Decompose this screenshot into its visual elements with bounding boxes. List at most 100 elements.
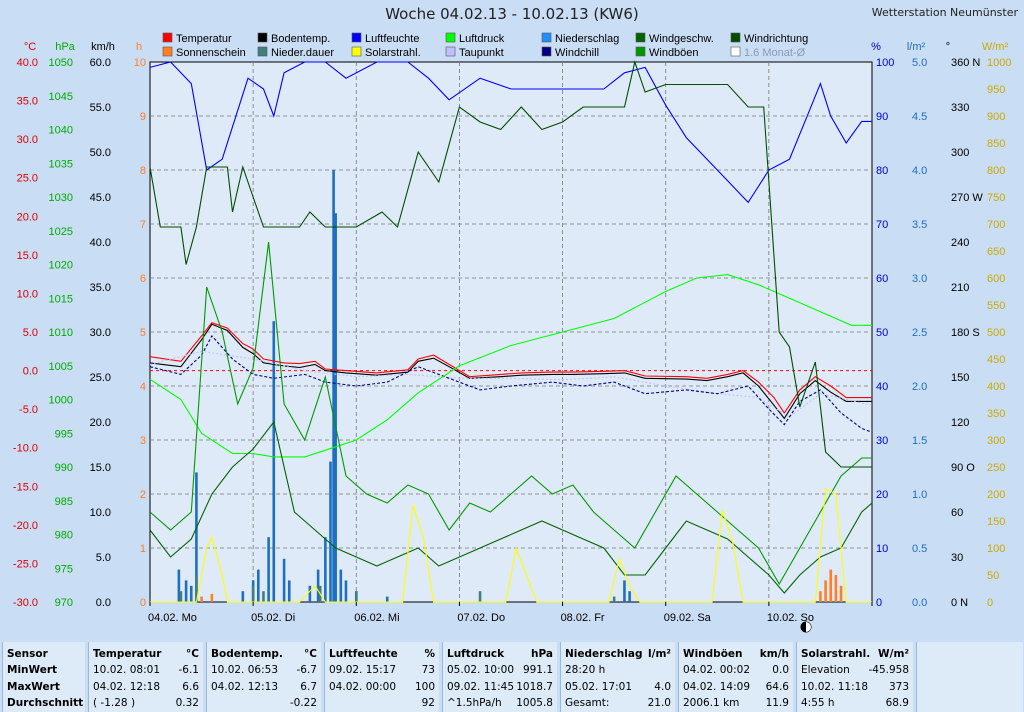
- legend-label: Windböen: [649, 47, 699, 59]
- x-axis-day-label: 09.02. Sa: [664, 612, 712, 624]
- axis-hum-tick: 60: [876, 273, 888, 285]
- axis-temp-tick: 40.0: [17, 57, 38, 69]
- x-axis-day-label: 08.02. Fr: [561, 612, 605, 624]
- axis-hum-tick: 50: [876, 327, 888, 339]
- stats-max-time: 04.02. 12:13: [211, 681, 278, 693]
- axis-press-tick: 1010: [49, 327, 73, 339]
- axis-solar-tick: 900: [987, 111, 1005, 123]
- stats-col-luftdruck: Luftdruck hPa 05.02. 10:00 991.1 09.02. 11…: [442, 642, 557, 712]
- axis-dir-tick: 360 N: [951, 57, 980, 69]
- axis-dir-tick: 120: [951, 417, 969, 429]
- axis-dir-tick: 30: [951, 552, 963, 564]
- axis-temp-tick: 20.0: [17, 211, 38, 223]
- stats-total-value: 21.0: [647, 697, 671, 709]
- axis-rain-tick: 0.0: [912, 597, 927, 609]
- x-axis-day-label: 05.02. Di: [251, 612, 295, 624]
- bar-niederschlag: [189, 585, 193, 602]
- weather-chart: 40.035.030.025.020.015.010.05.00.0-5.0-1…: [13, 32, 1011, 633]
- legend-swatch: [635, 46, 646, 57]
- stats-max-value: 373: [888, 681, 909, 693]
- bar-niederdauer: [179, 591, 183, 602]
- axis-solar-tick: 50: [987, 570, 999, 582]
- stats-avg-value: 0.32: [175, 697, 199, 709]
- stats-max-time: 09.02. 11:45: [447, 681, 514, 693]
- series-luftfeuchte: [149, 61, 872, 204]
- bar-sonnenschein: [210, 593, 214, 602]
- legend-swatch: [730, 46, 741, 57]
- stats-avg-value: 1005.8: [516, 697, 553, 709]
- axis-dir-tick: 240: [951, 237, 969, 249]
- axis-press-tick: 980: [55, 530, 73, 542]
- page-title: Woche 04.02.13 - 10.02.13 (KW6): [385, 5, 639, 23]
- series-luftdruck: [149, 274, 872, 458]
- axis-hum-tick: 0: [876, 597, 882, 609]
- legend-swatch: [162, 46, 173, 57]
- axis-wind-tick: 60.0: [90, 57, 111, 69]
- axis-solar-tick: 100: [987, 543, 1005, 555]
- axis-solar-tick: 550: [987, 300, 1005, 312]
- axis-hum-tick: 40: [876, 381, 888, 393]
- stats-label-max: MaxWert: [7, 681, 60, 693]
- bar-niederdauer: [251, 585, 255, 602]
- stats-avg-note: ( -1.28 ): [93, 697, 136, 709]
- bar-sonnenschein: [824, 580, 827, 602]
- x-axis-day-label: 07.02. Do: [457, 612, 505, 624]
- stats-rowlabels: Sensor MinWert MaxWert Durchschnitt: [2, 642, 85, 712]
- stats-head: Temperatur: [93, 648, 162, 660]
- series-windben: [149, 241, 872, 586]
- stats-avg-value: 68.9: [885, 697, 909, 709]
- axis-wind-tick: 55.0: [90, 102, 111, 114]
- legend-swatch: [635, 32, 646, 43]
- legend-swatch: [730, 32, 741, 43]
- axis-hum-unit: %: [871, 41, 881, 53]
- axis-solar-tick: 0: [987, 597, 993, 609]
- stats-col-temperatur: Temperatur °C 10.02. 08:01 -6.1 04.02. 12:…: [88, 642, 203, 712]
- stats-total-label: Gesamt:: [565, 697, 610, 709]
- legend-label: Niederschlag: [555, 33, 619, 45]
- x-axis-day-label: 04.02. Mo: [148, 612, 197, 624]
- axis-rain-tick: 4.0: [912, 165, 927, 177]
- axis-temp-tick: 10.0: [17, 288, 38, 300]
- bar-niederdauer: [612, 596, 616, 602]
- axis-solar-tick: 650: [987, 246, 1005, 258]
- axis-solar-tick: 200: [987, 489, 1005, 501]
- bar-niederschlag: [282, 558, 286, 602]
- axis-temp-tick: -15.0: [13, 481, 38, 493]
- stats-min-value: -6.7: [296, 664, 318, 676]
- axis-solar-tick: 800: [987, 165, 1005, 177]
- stats-min-time: 04.02. 00:02: [683, 664, 750, 676]
- bar-niederschlag: [334, 213, 337, 602]
- stats-min-value: -6.1: [178, 664, 200, 676]
- axis-press-tick: 975: [55, 563, 73, 575]
- legend-label: Taupunkt: [459, 47, 504, 59]
- bar-niederschlag: [184, 580, 188, 602]
- legend-label: Nieder.dauer: [271, 47, 334, 59]
- axis-hours-tick: 7: [140, 219, 146, 231]
- axis-solar-tick: 250: [987, 462, 1005, 474]
- axis-temp-unit: °C: [24, 41, 36, 53]
- legend-label: Windrichtung: [744, 33, 808, 45]
- axis-wind-tick: 0.0: [96, 597, 111, 609]
- axis-solar-tick: 500: [987, 327, 1005, 339]
- stats-min-time: 09.02. 15:17: [329, 664, 396, 676]
- legend-swatch: [445, 46, 456, 57]
- bar-niederschlag: [287, 580, 291, 602]
- axis-rain-tick: 2.5: [912, 327, 927, 339]
- stats-col-bodentemp: Bodentemp. °C 10.02. 06:53 -6.7 04.02. 12:…: [206, 642, 321, 712]
- stats-max-value: 100: [414, 681, 435, 693]
- axis-solar-tick: 700: [987, 219, 1005, 231]
- bar-niederschlag: [324, 537, 327, 602]
- stats-max-time: 05.02. 17:01: [565, 681, 632, 693]
- axis-temp-tick: 0.0: [23, 366, 38, 378]
- axis-solar-unit: W/m²: [982, 41, 1009, 53]
- legend-label: Bodentemp.: [271, 33, 330, 45]
- stats-unit: km/h: [759, 648, 789, 660]
- axis-hours-tick: 10: [134, 57, 146, 69]
- axis-solar-tick: 350: [987, 408, 1005, 420]
- axis-press-tick: 1035: [49, 158, 73, 170]
- stats-min-value: 0.0: [772, 664, 789, 676]
- axis-hours-unit: h: [136, 41, 142, 53]
- legend-swatch: [257, 32, 268, 43]
- series-taupunkt: [149, 350, 873, 418]
- axis-solar-tick: 400: [987, 381, 1005, 393]
